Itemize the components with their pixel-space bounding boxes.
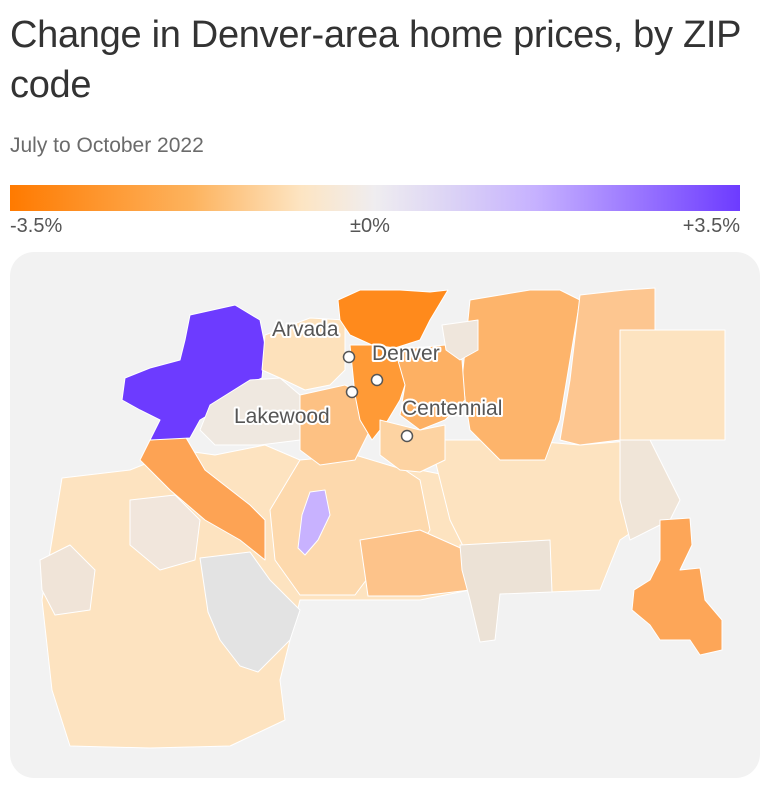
- zip-region[interactable]: [139, 435, 266, 561]
- city-label-centennial: Centennial: [402, 397, 502, 420]
- city-label-arvada: Arvada: [272, 318, 339, 341]
- zip-region[interactable]: [631, 517, 723, 656]
- city-marker: [345, 385, 359, 399]
- legend-min-label: -3.5%: [10, 215, 63, 237]
- city-markers: [342, 350, 414, 443]
- zip-region[interactable]: [559, 287, 656, 446]
- city-labels: Arvada Denver Lakewood Centennial: [232, 316, 504, 430]
- zip-region[interactable]: [261, 317, 346, 391]
- city-marker: [400, 429, 414, 443]
- city-marker: [370, 373, 384, 387]
- zip-region[interactable]: [199, 551, 301, 673]
- legend-max-label: +3.5%: [682, 215, 740, 237]
- zip-region[interactable]: [349, 344, 411, 441]
- page-title: Change in Denver-area home prices, by ZI…: [10, 14, 741, 106]
- zip-region[interactable]: [337, 289, 449, 349]
- zip-region[interactable]: [459, 539, 553, 643]
- zip-region[interactable]: [297, 489, 331, 556]
- city-label-lakewood: Lakewood: [234, 405, 330, 428]
- zip-region[interactable]: [379, 419, 446, 473]
- page-subtitle: July to October 2022: [10, 134, 204, 157]
- zip-region[interactable]: [441, 319, 479, 361]
- zip-region[interactable]: [299, 384, 371, 466]
- legend-mid-label: ±0%: [350, 215, 390, 237]
- zip-region[interactable]: [619, 329, 726, 441]
- zip-region[interactable]: [39, 544, 96, 616]
- zip-region[interactable]: [129, 494, 201, 571]
- city-marker: [342, 350, 356, 364]
- city-label-denver: Denver: [372, 342, 440, 365]
- color-scale-legend: [10, 185, 740, 211]
- zip-region[interactable]: [461, 289, 581, 461]
- zip-regions: [39, 287, 726, 749]
